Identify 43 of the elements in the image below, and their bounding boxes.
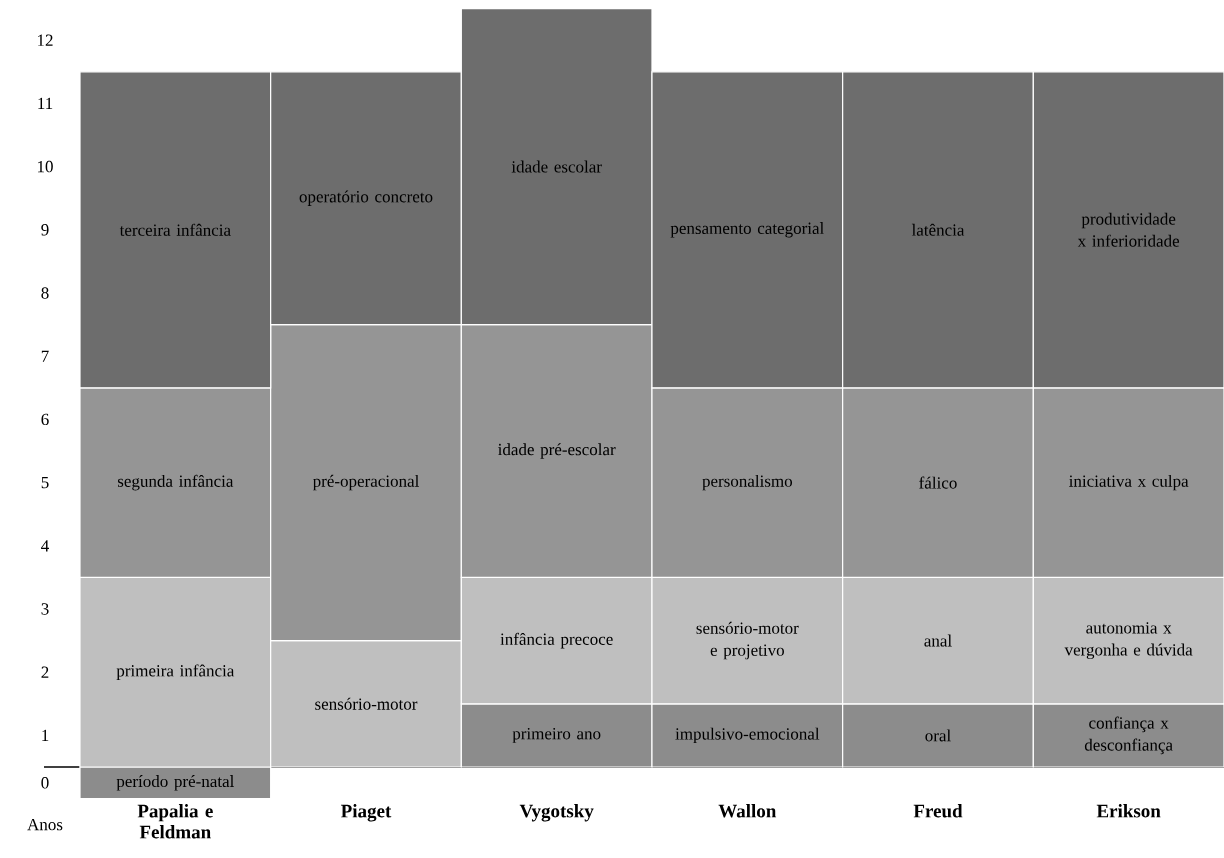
data-label: impulsivo-emocional — [675, 727, 820, 744]
data-label: oral — [925, 729, 951, 742]
y-tick-label: 11 — [38, 97, 53, 109]
data-label: idade pré-escolar — [498, 443, 616, 459]
y-tick-label: 3 — [41, 603, 49, 615]
x-axis-title: Anos — [27, 818, 63, 831]
x-tick-label: Freud — [913, 804, 963, 818]
data-label: segunda infância — [117, 474, 234, 491]
y-tick-label: 2 — [41, 666, 49, 678]
data-label: sensório-motor — [315, 697, 418, 710]
y-tick-label: 6 — [41, 413, 49, 426]
y-tick-label: 7 — [41, 350, 49, 362]
data-label: anal — [924, 634, 952, 647]
y-tick-label: 12 — [38, 34, 53, 46]
data-label: fálico — [919, 476, 957, 489]
y-tick-label: 10 — [38, 160, 53, 173]
data-label: terceira infância — [119, 223, 231, 236]
data-label: operatório concreto — [299, 190, 433, 206]
y-tick-label: 4 — [41, 540, 49, 552]
y-tick-label: 8 — [41, 287, 49, 299]
x-tick-label: Wallon — [718, 804, 777, 818]
x-tick-label: Papalia e Feldman — [137, 804, 213, 839]
y-tick-label: 1 — [42, 729, 49, 742]
y-tick-label: 0 — [41, 777, 49, 789]
data-label: latência — [911, 223, 965, 236]
data-label: personalismo — [702, 474, 793, 491]
y-tick-label: 9 — [41, 224, 49, 236]
data-label: infância precoce — [500, 632, 613, 649]
data-label: sensório-motor e projetivo — [696, 621, 799, 660]
data-label: confiança x desconfiança — [1084, 716, 1173, 755]
x-tick-label: Piaget — [341, 804, 392, 822]
data-label: produtividade x inferioridade — [1077, 212, 1180, 247]
x-tick-label: Vygotsky — [519, 804, 594, 822]
x-tick-label: Erikson — [1096, 804, 1161, 818]
y-tick-label: 5 — [41, 476, 49, 489]
data-label: iniciativa x culpa — [1069, 474, 1189, 491]
data-label: pré-operacional — [312, 474, 419, 491]
data-label: idade escolar — [511, 160, 602, 173]
data-label: pensamento categorial — [670, 222, 824, 238]
data-label: período pré-natal — [116, 775, 235, 791]
data-label: primeiro ano — [512, 727, 601, 743]
data-label: autonomia x vergonha e dúvida — [1064, 622, 1193, 660]
data-label: primeira infância — [116, 664, 235, 680]
